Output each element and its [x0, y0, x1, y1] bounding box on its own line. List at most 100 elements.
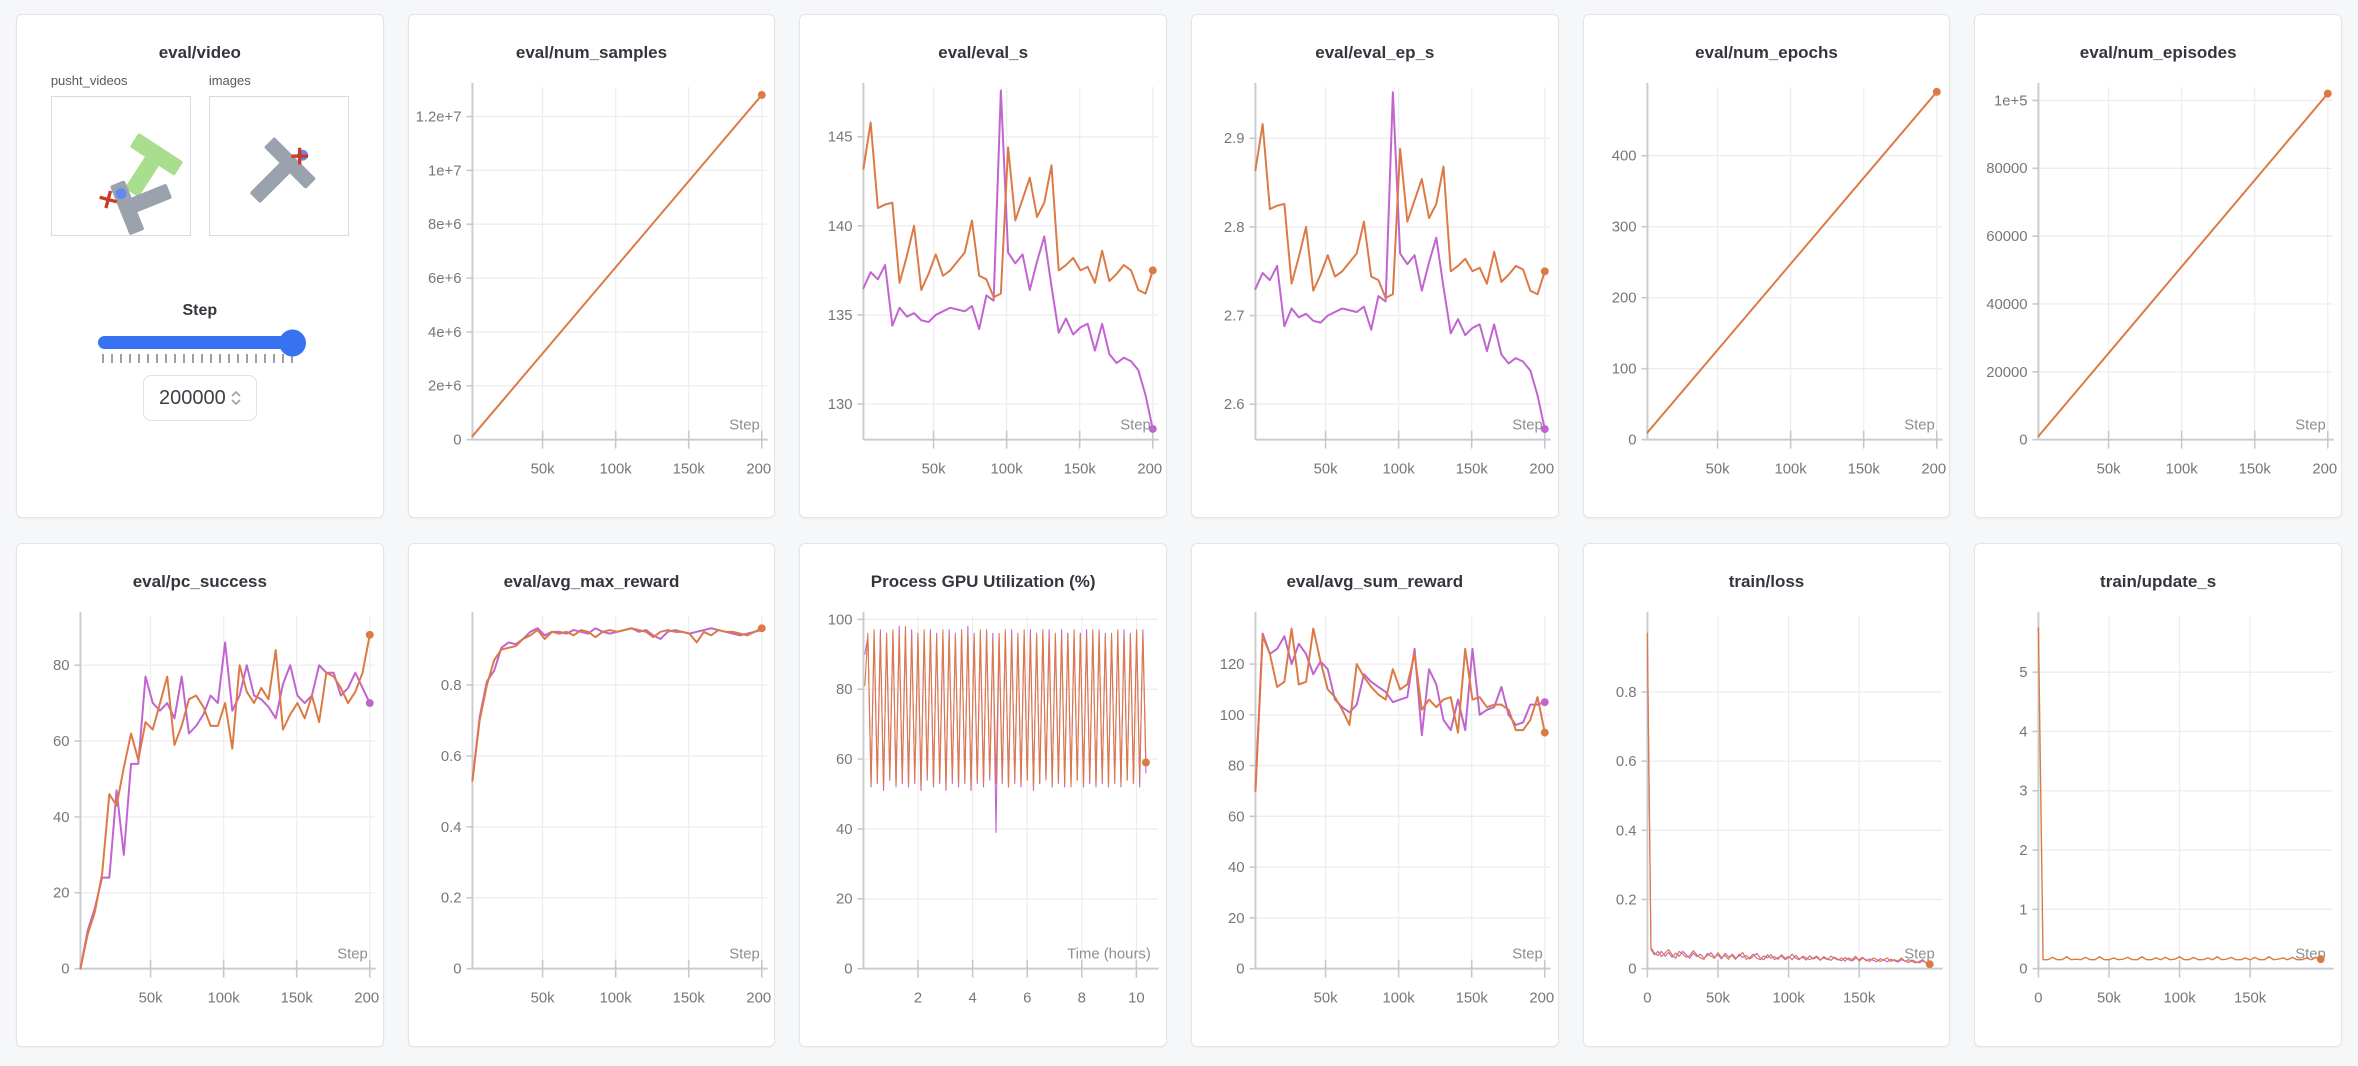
svg-text:100: 100 — [828, 612, 853, 628]
stepper-arrows — [231, 391, 241, 405]
panel-title: Process GPU Utilization (%) — [870, 572, 1096, 591]
svg-text:50k: 50k — [530, 461, 555, 477]
panel-eval-eval-s: eval/eval_s 130 135 140 145 50k 100k 150k 200 St… — [799, 14, 1167, 518]
panel-eval-num-samples: eval/num_samples 0 2e+6 4e+6 6e+6 8e+6 1e+7 1.… — [407, 14, 776, 518]
chevron-down-icon[interactable] — [231, 399, 241, 405]
svg-text:100k: 100k — [1774, 461, 1807, 477]
line-chart[interactable]: 0 20 40 60 80 50k 100k 150k 200 Step — [17, 596, 383, 1046]
svg-text:Step: Step — [1904, 947, 1935, 963]
line-chart[interactable]: 0 20 40 60 80 100 2 4 6 8 10 Time (hours) — [800, 596, 1166, 1046]
svg-text:200: 200 — [2313, 461, 2338, 477]
line-chart[interactable]: 0 2e+6 4e+6 6e+6 8e+6 1e+7 1.2e+7 50k 100k 150k 20… — [409, 67, 775, 517]
svg-text:145: 145 — [828, 130, 853, 146]
svg-text:1: 1 — [2020, 902, 2028, 918]
line-chart[interactable]: 2.6 2.7 2.8 2.9 50k 100k 150k 200 Step — [1192, 67, 1558, 517]
panel-title: eval/avg_max_reward — [503, 572, 680, 591]
svg-text:200: 200 — [1529, 461, 1554, 477]
svg-text:100k: 100k — [599, 990, 632, 1006]
svg-text:140: 140 — [828, 219, 853, 235]
svg-text:300: 300 — [1611, 220, 1636, 236]
svg-text:100k: 100k — [1383, 461, 1416, 477]
goal-cross — [291, 147, 308, 165]
step-section: Step 200000 — [31, 302, 369, 421]
svg-text:Step: Step — [1512, 947, 1543, 963]
svg-text:200: 200 — [746, 990, 771, 1006]
svg-text:60: 60 — [836, 752, 853, 768]
svg-text:50k: 50k — [139, 990, 164, 1006]
panel-title: eval/eval_ep_s — [1315, 43, 1435, 62]
svg-text:0.2: 0.2 — [441, 891, 462, 907]
line-chart[interactable]: 0 100 200 300 400 50k 100k 150k 200 Step — [1584, 67, 1950, 517]
line-chart[interactable]: 0 20000 40000 60000 80000 1e+5 50k 100k 150k 200 S… — [1975, 67, 2341, 517]
svg-text:100: 100 — [1611, 362, 1636, 378]
line-chart[interactable]: 130 135 140 145 50k 100k 150k 200 Step — [800, 67, 1166, 517]
svg-text:2.9: 2.9 — [1224, 131, 1245, 147]
svg-text:200: 200 — [1921, 461, 1946, 477]
line-chart[interactable]: 0 20 40 60 80 100 120 50k 100k 150k 200 Step — [1192, 596, 1558, 1046]
pusht-video-thumbnail[interactable] — [50, 96, 191, 236]
step-slider-label: Step — [182, 302, 218, 319]
svg-text:2.8: 2.8 — [1224, 220, 1245, 236]
svg-text:4e+6: 4e+6 — [428, 325, 461, 341]
line-chart[interactable]: 0 0.2 0.4 0.6 0.8 0 50k 100k 150k Step — [1584, 596, 1950, 1046]
svg-text:2e+6: 2e+6 — [428, 379, 461, 395]
svg-text:0: 0 — [1628, 962, 1636, 978]
svg-text:135: 135 — [828, 308, 853, 324]
svg-text:40: 40 — [1228, 860, 1245, 876]
chevron-up-icon[interactable] — [231, 391, 241, 397]
svg-text:0.8: 0.8 — [441, 678, 462, 694]
svg-text:80: 80 — [836, 682, 853, 698]
thumb-label: pusht_videos — [50, 73, 128, 88]
svg-text:1e+7: 1e+7 — [428, 163, 461, 179]
thumb-col-pusht-videos: pusht_videos — [50, 73, 191, 236]
svg-text:2: 2 — [2020, 843, 2028, 859]
images-thumbnail[interactable] — [208, 96, 349, 236]
svg-text:200: 200 — [1138, 461, 1163, 477]
panel-gpu-utilization: Process GPU Utilization (%) 0 20 40 60 80 100… — [799, 543, 1167, 1047]
svg-text:Step: Step — [729, 947, 760, 963]
line-chart[interactable]: 0 0.2 0.4 0.6 0.8 50k 100k 150k 200 Step — [409, 596, 775, 1046]
svg-text:3: 3 — [2020, 784, 2028, 800]
svg-text:0: 0 — [1236, 962, 1244, 978]
step-slider[interactable] — [97, 329, 306, 363]
panel-title: eval/video — [158, 43, 241, 62]
target-t-shape — [125, 133, 183, 197]
svg-text:200: 200 — [1611, 291, 1636, 307]
svg-text:150k: 150k — [1843, 990, 1876, 1006]
svg-text:2.7: 2.7 — [1224, 309, 1245, 325]
svg-text:6e+6: 6e+6 — [428, 271, 461, 287]
svg-text:100k: 100k — [1772, 990, 1805, 1006]
svg-text:0: 0 — [1628, 433, 1636, 449]
svg-text:150k: 150k — [672, 990, 705, 1006]
panel-grid: eval/video pusht_videos — [16, 14, 2342, 1047]
pusht-video-frame — [99, 133, 183, 235]
svg-text:150k: 150k — [1847, 461, 1880, 477]
svg-text:50k: 50k — [1314, 461, 1339, 477]
svg-text:0.2: 0.2 — [1616, 892, 1637, 908]
panel-eval-num-epochs: eval/num_epochs 0 100 200 300 400 50k 100k 150k… — [1582, 14, 1951, 518]
svg-text:50k: 50k — [1314, 990, 1339, 1006]
svg-text:60: 60 — [53, 734, 70, 750]
svg-text:80: 80 — [53, 658, 70, 674]
svg-text:0.4: 0.4 — [1616, 823, 1637, 839]
svg-text:4: 4 — [969, 990, 977, 1006]
slider-thumb[interactable] — [278, 329, 306, 356]
slider-ruler-ticks — [101, 354, 298, 363]
svg-text:1.2e+7: 1.2e+7 — [415, 109, 461, 125]
svg-text:6: 6 — [1023, 990, 1031, 1006]
slider-track[interactable] — [97, 329, 306, 356]
svg-text:0.4: 0.4 — [441, 820, 462, 836]
svg-text:50k: 50k — [922, 461, 947, 477]
svg-text:Time (hours): Time (hours) — [1067, 947, 1151, 963]
svg-text:100k: 100k — [208, 990, 241, 1006]
svg-text:0: 0 — [2035, 990, 2043, 1006]
svg-text:400: 400 — [1611, 149, 1636, 165]
line-chart[interactable]: 0 1 2 3 4 5 0 50k 100k 150k Step — [1975, 596, 2341, 1046]
svg-text:100: 100 — [1220, 708, 1245, 724]
svg-text:10: 10 — [1128, 990, 1145, 1006]
panel-eval-video: eval/video pusht_videos — [16, 14, 384, 518]
svg-text:100k: 100k — [991, 461, 1024, 477]
step-value[interactable]: 200000 — [158, 386, 226, 409]
svg-text:0.6: 0.6 — [1616, 754, 1637, 770]
step-number-input[interactable]: 200000 — [142, 375, 257, 421]
